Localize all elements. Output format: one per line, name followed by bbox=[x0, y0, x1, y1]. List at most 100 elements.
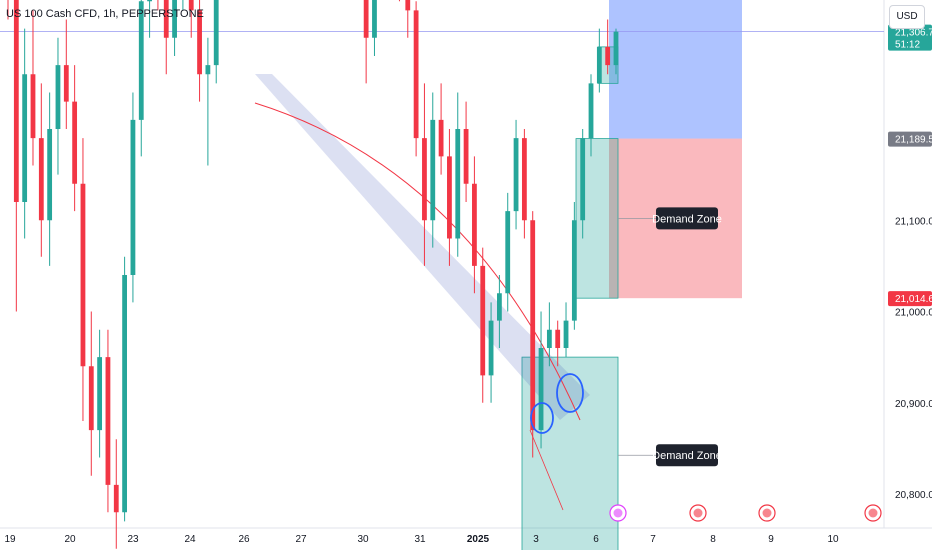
candle-body bbox=[405, 0, 411, 11]
candle bbox=[596, 28, 602, 93]
projection-line bbox=[529, 429, 564, 511]
position-target-area bbox=[609, 0, 742, 139]
candle bbox=[438, 83, 444, 175]
event-marker bbox=[758, 504, 776, 522]
candle-body bbox=[413, 10, 419, 139]
candle bbox=[363, 0, 369, 84]
candle bbox=[130, 92, 136, 303]
candle bbox=[413, 1, 419, 157]
event-marker-dot bbox=[693, 508, 703, 518]
candle-body bbox=[138, 1, 144, 120]
candle-body bbox=[422, 138, 427, 221]
candle bbox=[513, 119, 519, 230]
candle bbox=[63, 19, 69, 129]
x-tick-label: 9 bbox=[768, 534, 774, 545]
currency-button[interactable]: USD bbox=[889, 5, 925, 29]
candle-body bbox=[613, 31, 619, 66]
candle-body bbox=[47, 129, 53, 221]
candle-body bbox=[72, 101, 78, 184]
candle-body bbox=[530, 220, 536, 431]
candle-body bbox=[580, 138, 586, 221]
x-tick-label: 24 bbox=[184, 534, 196, 545]
candle bbox=[555, 320, 561, 367]
candle bbox=[80, 138, 86, 421]
price-label-box bbox=[888, 131, 932, 147]
candle bbox=[113, 439, 119, 549]
candle bbox=[213, 0, 219, 84]
zone-label: Demand Zone bbox=[652, 213, 722, 225]
event-marker bbox=[689, 504, 707, 522]
candle-body bbox=[205, 65, 211, 75]
candle-body bbox=[571, 220, 577, 321]
candle-body bbox=[63, 65, 69, 102]
candle-body bbox=[596, 46, 602, 84]
x-tick-label: 30 bbox=[357, 534, 369, 545]
candle-body bbox=[513, 138, 519, 212]
x-tick-label: 7 bbox=[650, 534, 656, 545]
candle-body bbox=[588, 83, 594, 139]
candle bbox=[197, 0, 202, 102]
candle bbox=[496, 275, 502, 348]
price-label: 21,189.5 bbox=[895, 135, 932, 146]
y-tick-label: 20,800.0 bbox=[895, 490, 932, 501]
candle-body bbox=[430, 119, 436, 221]
candle bbox=[472, 156, 477, 294]
candle-body bbox=[30, 74, 36, 139]
candle bbox=[447, 129, 452, 266]
zone-label-box bbox=[656, 207, 718, 230]
y-tick-label: 21,100.0 bbox=[895, 216, 932, 227]
candle-body bbox=[122, 275, 128, 513]
x-tick-label: 2025 bbox=[467, 534, 490, 545]
candle bbox=[405, 0, 411, 38]
candle-body bbox=[555, 329, 561, 348]
candle bbox=[172, 0, 177, 56]
candle bbox=[188, 0, 194, 38]
event-marker bbox=[609, 504, 627, 522]
candle-body bbox=[13, 0, 19, 202]
event-marker-dot bbox=[762, 508, 772, 518]
x-tick-label: 3 bbox=[533, 534, 539, 545]
candle bbox=[505, 192, 511, 312]
candle bbox=[463, 101, 469, 202]
candle-body bbox=[488, 320, 494, 376]
candle bbox=[422, 83, 427, 266]
candle-body bbox=[38, 138, 44, 221]
candle bbox=[480, 247, 486, 403]
candle-body bbox=[172, 0, 177, 38]
plot-background bbox=[0, 0, 884, 528]
candle bbox=[613, 28, 619, 75]
highlight-circle bbox=[530, 402, 554, 434]
candle bbox=[55, 37, 61, 175]
price-label-box bbox=[888, 291, 932, 307]
price-label-box bbox=[888, 24, 932, 51]
candle bbox=[488, 302, 494, 403]
candle bbox=[546, 302, 552, 367]
trend-channel bbox=[255, 74, 590, 420]
candle bbox=[22, 28, 28, 239]
candle-body bbox=[55, 65, 61, 129]
candle-body bbox=[538, 348, 544, 431]
candle bbox=[122, 256, 128, 522]
candle bbox=[563, 302, 569, 358]
candle bbox=[372, 0, 377, 56]
candle-body bbox=[372, 0, 377, 38]
candle bbox=[430, 92, 436, 248]
candle-body bbox=[546, 329, 552, 348]
candle-body bbox=[455, 129, 461, 239]
candle-body bbox=[472, 183, 477, 266]
candle-body bbox=[447, 156, 452, 239]
candle-body bbox=[97, 357, 103, 431]
candle-body bbox=[147, 0, 152, 2]
candle-body bbox=[105, 357, 111, 485]
candle bbox=[530, 211, 536, 458]
candle-body bbox=[197, 10, 202, 75]
candle-body bbox=[521, 138, 527, 221]
candle-body bbox=[163, 0, 169, 38]
candle-body bbox=[480, 265, 486, 376]
candle bbox=[72, 65, 78, 212]
candles bbox=[7, 0, 619, 549]
candle-body bbox=[88, 366, 94, 431]
candle bbox=[97, 329, 103, 458]
